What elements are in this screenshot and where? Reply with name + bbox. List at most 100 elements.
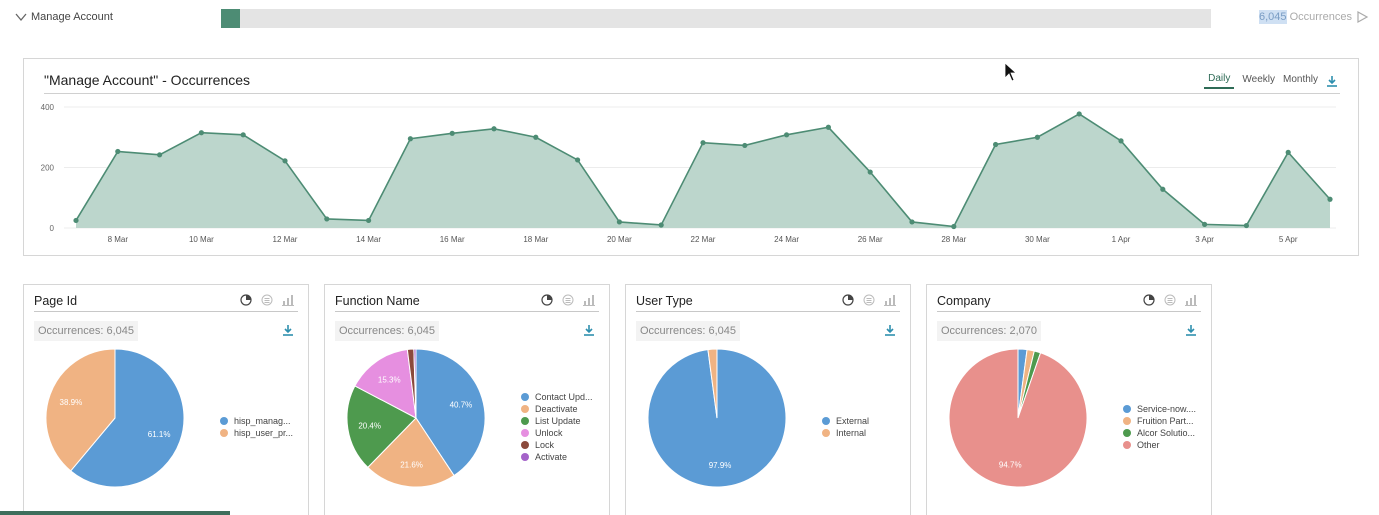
bar-chart-icon[interactable] bbox=[282, 294, 294, 306]
occurrences-count: Occurrences: 6,045 bbox=[335, 321, 439, 341]
occurrence-count: 6,045 bbox=[1259, 10, 1287, 24]
legend-item[interactable]: List Update bbox=[521, 415, 593, 427]
play-icon[interactable] bbox=[1355, 10, 1369, 24]
data-point bbox=[533, 134, 539, 140]
panel-divider bbox=[937, 311, 1201, 312]
data-point bbox=[700, 140, 706, 146]
y-tick-label: 0 bbox=[50, 224, 55, 233]
data-point bbox=[784, 132, 790, 138]
data-point bbox=[616, 219, 623, 225]
legend-item[interactable]: Deactivate bbox=[521, 403, 593, 415]
tab-monthly[interactable]: Monthly bbox=[1282, 73, 1318, 85]
pie-chart-icon[interactable] bbox=[842, 294, 854, 306]
legend-label: Deactivate bbox=[535, 404, 578, 414]
legend-swatch bbox=[521, 453, 529, 461]
x-tick-label: 3 Apr bbox=[1195, 235, 1214, 244]
panel-divider bbox=[335, 311, 599, 312]
legend-item[interactable]: Fruition Part... bbox=[1123, 415, 1196, 427]
legend-label: hisp_user_pr... bbox=[234, 428, 294, 438]
download-icon[interactable] bbox=[282, 324, 294, 336]
period-tabs: Daily Weekly Monthly bbox=[1196, 73, 1338, 89]
legend-swatch bbox=[822, 429, 830, 437]
data-point bbox=[867, 169, 873, 175]
x-tick-label: 16 Mar bbox=[440, 235, 465, 244]
data-point bbox=[282, 158, 288, 164]
pie-slice bbox=[367, 417, 455, 488]
legend-label: Service-now.... bbox=[1137, 404, 1197, 414]
data-point bbox=[951, 223, 957, 230]
data-point bbox=[825, 124, 832, 130]
bar-chart-icon[interactable] bbox=[1185, 294, 1197, 306]
company-pie-chart: 94.7% bbox=[948, 348, 1088, 488]
legend-item[interactable]: Lock bbox=[521, 439, 593, 451]
data-point bbox=[993, 141, 999, 148]
x-tick-label: 24 Mar bbox=[774, 235, 799, 244]
data-point bbox=[1285, 149, 1291, 155]
page-id-panel: Page Id Occurrences: 6,045 61.1% 38.9% hi… bbox=[23, 284, 309, 515]
occurrence-bar-fill bbox=[221, 9, 240, 28]
list-icon[interactable] bbox=[562, 294, 574, 306]
pie-legend: Contact Upd... Deactivate List Update Unloc… bbox=[521, 391, 593, 463]
legend-swatch bbox=[1123, 417, 1131, 425]
slice-label: 94.7% bbox=[999, 460, 1022, 469]
list-icon[interactable] bbox=[261, 294, 273, 306]
legend-item[interactable]: hisp_user_pr... bbox=[220, 427, 293, 439]
legend-item[interactable]: hisp_manag... bbox=[220, 415, 293, 427]
x-tick-label: 5 Apr bbox=[1279, 235, 1298, 244]
x-tick-label: 26 Mar bbox=[858, 235, 883, 244]
data-point bbox=[240, 132, 246, 138]
x-tick-label: 28 Mar bbox=[941, 235, 966, 244]
download-icon[interactable] bbox=[583, 324, 595, 336]
legend-label: Contact Upd... bbox=[535, 392, 593, 402]
data-point bbox=[366, 217, 372, 224]
chevron-down-icon[interactable] bbox=[14, 10, 28, 24]
pie-chart-icon[interactable] bbox=[541, 294, 553, 306]
download-icon[interactable] bbox=[1326, 75, 1338, 87]
panel-title: Function Name bbox=[335, 294, 420, 308]
pie-chart-icon[interactable] bbox=[1143, 294, 1155, 306]
pie-chart-icon[interactable] bbox=[240, 294, 252, 306]
legend-swatch bbox=[521, 429, 529, 437]
tab-weekly[interactable]: Weekly bbox=[1242, 73, 1275, 85]
bar-chart-icon[interactable] bbox=[884, 294, 896, 306]
data-point bbox=[324, 216, 330, 222]
legend-item[interactable]: External bbox=[822, 415, 869, 427]
company-panel: Company Occurrences: 2,070 94.7% Service… bbox=[926, 284, 1212, 515]
legend-label: Lock bbox=[535, 440, 555, 450]
legend-label: Alcor Solutio... bbox=[1137, 428, 1196, 438]
occurrences-area-chart: 0 200 400 8 Mar 10 Mar 12 Mar 14 Mar 16 Mar 18 M… bbox=[41, 103, 1336, 244]
pie-legend: External Internal bbox=[822, 415, 869, 439]
panel-divider bbox=[636, 311, 900, 312]
legend-swatch bbox=[521, 393, 529, 401]
legend-item[interactable]: Activate bbox=[521, 451, 593, 463]
user-type-panel: User Type Occurrences: 6,045 97.9% Exter… bbox=[625, 284, 911, 515]
legend-label: Other bbox=[1137, 440, 1160, 450]
legend-item[interactable]: Internal bbox=[822, 427, 869, 439]
legend-item[interactable]: Alcor Solutio... bbox=[1123, 427, 1196, 439]
bar-chart-icon[interactable] bbox=[583, 294, 595, 306]
list-icon[interactable] bbox=[1164, 294, 1176, 306]
function-name-panel: Function Name Occurrences: 6,045 40.7% 21… bbox=[324, 284, 610, 515]
summary-row[interactable]: Manage Account 6,045 Occurrences bbox=[0, 0, 1379, 38]
data-point bbox=[73, 217, 79, 224]
legend-item[interactable]: Service-now.... bbox=[1123, 403, 1196, 415]
legend-swatch bbox=[220, 417, 228, 425]
legend-item[interactable]: Other bbox=[1123, 439, 1196, 451]
data-point bbox=[575, 157, 581, 163]
download-icon[interactable] bbox=[884, 324, 896, 336]
list-icon[interactable] bbox=[863, 294, 875, 306]
pie-legend: hisp_manag... hisp_user_pr... bbox=[220, 415, 293, 439]
pie-slice bbox=[413, 348, 417, 419]
pie-slice bbox=[948, 348, 1088, 488]
legend-item[interactable]: Contact Upd... bbox=[521, 391, 593, 403]
legend-item[interactable]: Unlock bbox=[521, 427, 593, 439]
legend-swatch bbox=[521, 441, 529, 449]
legend-label: List Update bbox=[535, 416, 581, 426]
page-id-pie-chart: 61.1% 38.9% bbox=[45, 348, 185, 488]
data-point bbox=[491, 126, 497, 132]
tab-daily[interactable]: Daily bbox=[1204, 73, 1235, 89]
legend-label: Activate bbox=[535, 452, 568, 462]
mouse-cursor-icon bbox=[1004, 62, 1018, 82]
download-icon[interactable] bbox=[1185, 324, 1197, 336]
slice-label: 15.3% bbox=[378, 375, 401, 384]
